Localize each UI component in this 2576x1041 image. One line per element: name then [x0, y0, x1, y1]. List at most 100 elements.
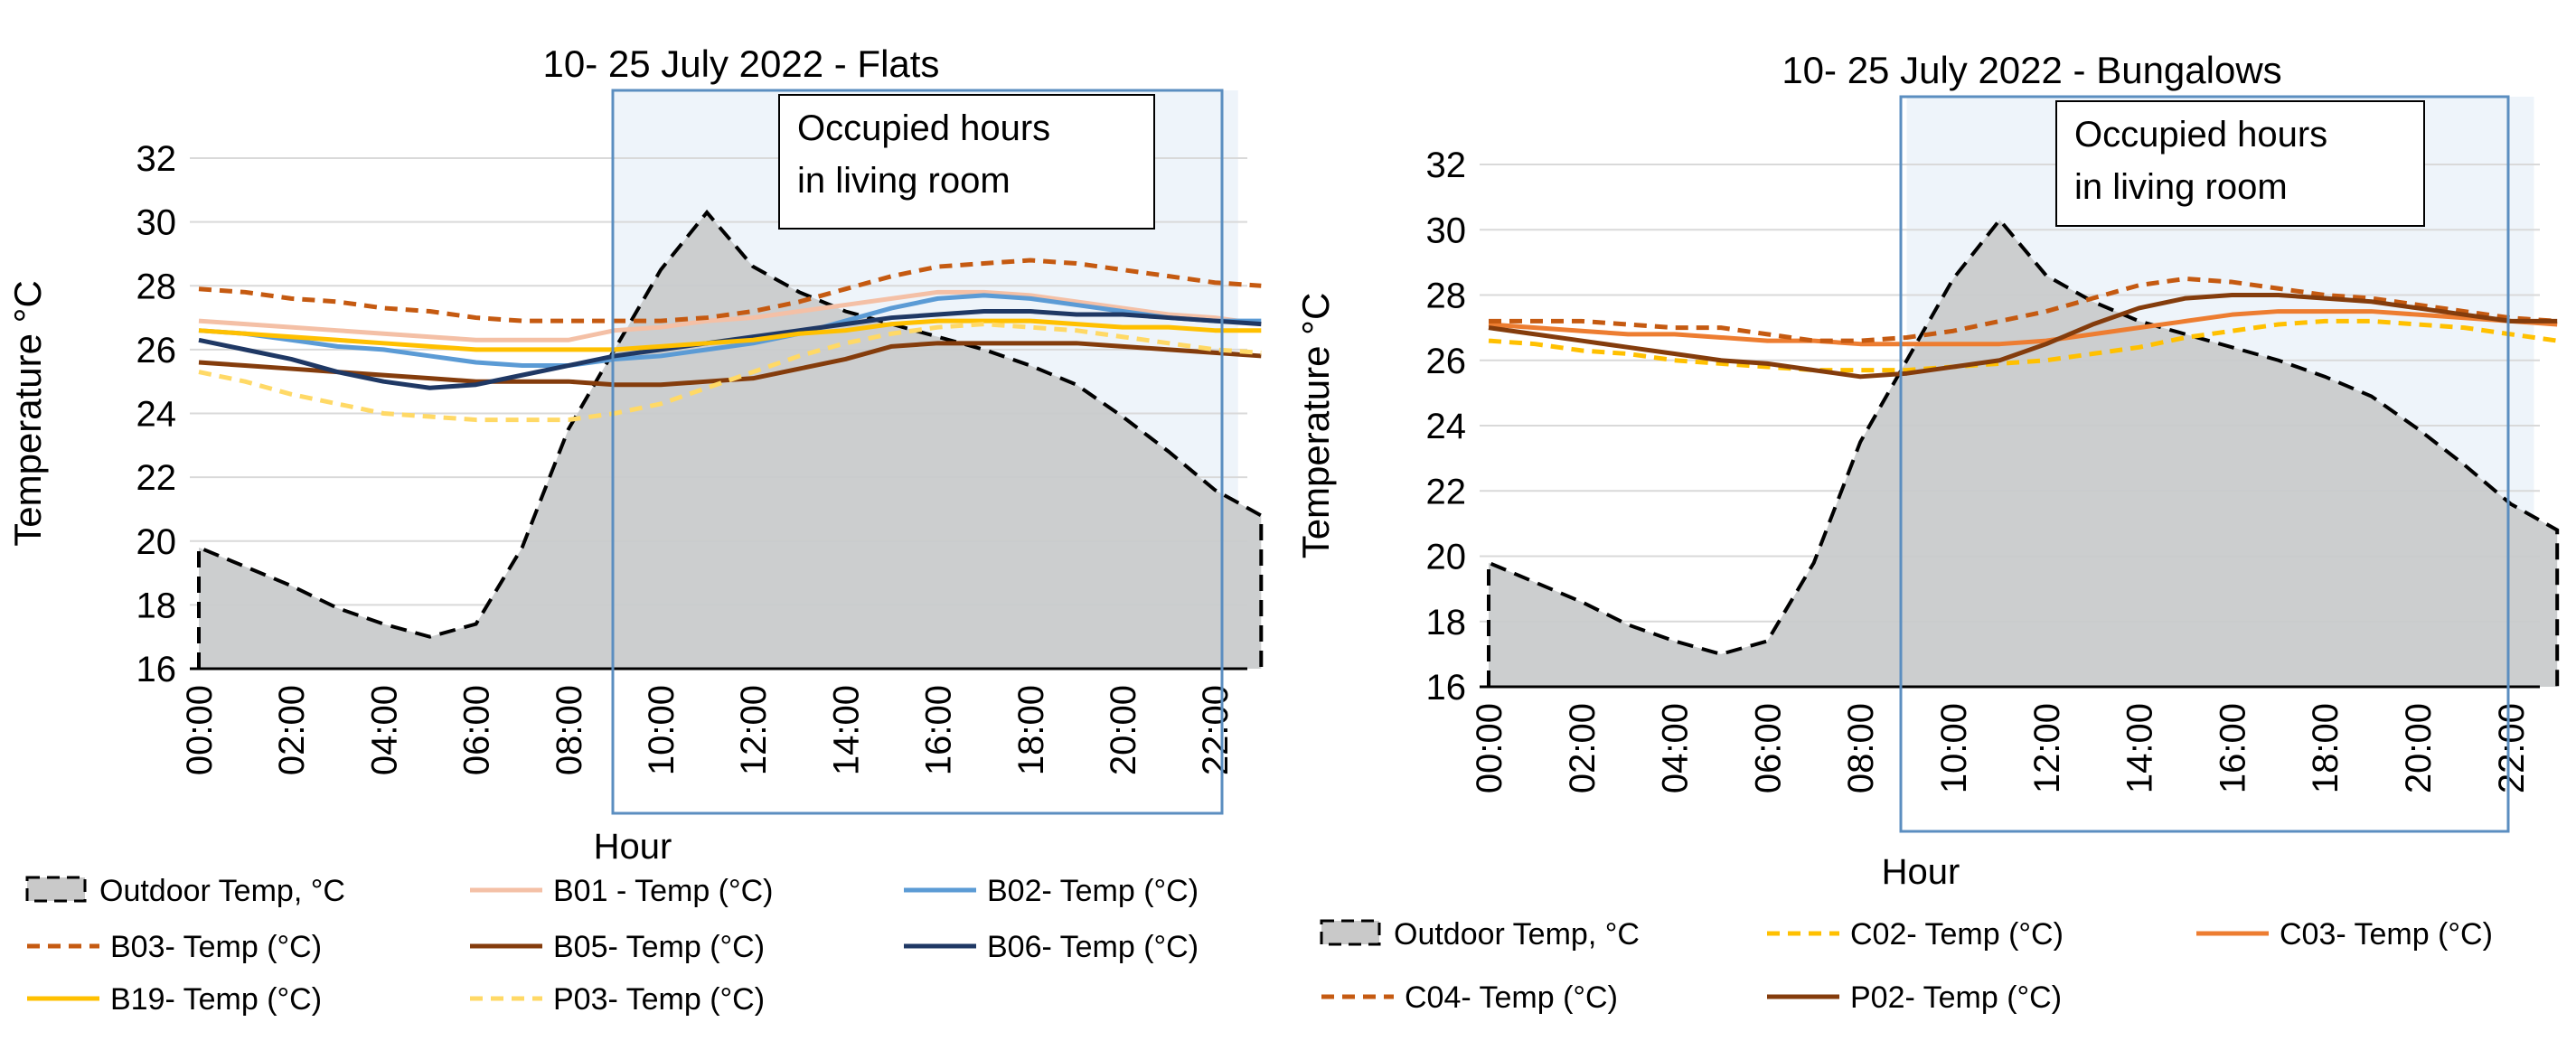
x-tick-label: 22:00	[2492, 703, 2532, 793]
y-tick-label: 28	[1426, 277, 1467, 316]
annotation-line1: Occupied hours	[797, 108, 1050, 148]
annotation-line2: in living room	[2074, 167, 2288, 207]
series-line-p03	[198, 322, 1262, 423]
legend: Outdoor Temp, °C C02- Temp (°C) C03- Temp …	[1320, 917, 2493, 1015]
chart-title: 10- 25 July 2022 - Bungalows	[1782, 49, 2281, 91]
series-line-b01	[198, 289, 1262, 342]
chart-bungalows: 16 18 20 22 24 26 28 30 32 00:00 02:00 04:00 06:00 08…	[1294, 49, 2560, 1015]
occupied-hours-frame	[1899, 95, 2510, 833]
x-tick-label: 16:00	[919, 685, 959, 775]
x-tick-label: 00:00	[180, 685, 220, 775]
legend-label: Outdoor Temp, °C	[99, 874, 345, 908]
outdoor-area	[1489, 220, 2558, 688]
y-tick-label: 32	[136, 139, 177, 179]
x-tick-label: 08:00	[550, 685, 589, 775]
y-tick-label: 28	[136, 267, 177, 306]
series-line-c02	[1488, 318, 2558, 373]
legend-label: Outdoor Temp, °C	[1394, 917, 1640, 952]
annotation-box	[778, 94, 1155, 230]
y-tick-label: 24	[136, 395, 177, 435]
x-axis-label: Hour	[1882, 852, 1960, 892]
y-tick-label: 22	[1426, 472, 1467, 511]
x-tick-label: 02:00	[272, 685, 312, 775]
legend-item: B19- Temp (°C)	[27, 982, 322, 1017]
legend-swatch-outdoor	[1320, 919, 1381, 946]
y-tick-label: 20	[136, 522, 177, 562]
legend-item: Outdoor Temp, °C	[25, 874, 345, 908]
y-tick-label: 30	[1426, 211, 1467, 250]
legend-item: C04- Temp (°C)	[1321, 980, 1618, 1015]
x-tick-label: 04:00	[364, 685, 404, 775]
occupied-hours-frame	[611, 89, 1224, 815]
x-tick-label: 12:00	[734, 685, 774, 775]
x-tick-label: 10:00	[642, 685, 682, 775]
y-tick-label: 26	[136, 331, 177, 370]
legend-label: B19- Temp (°C)	[110, 982, 322, 1017]
x-tick-label: 04:00	[1656, 703, 1696, 793]
x-tick-label: 14:00	[826, 685, 866, 775]
outdoor-line	[197, 209, 1264, 669]
x-tick-label: 18:00	[1011, 685, 1051, 775]
legend-label: C02- Temp (°C)	[1850, 917, 2064, 952]
outdoor-line	[1487, 217, 2560, 687]
x-tick-label: 18:00	[2306, 703, 2346, 793]
y-tick-label: 16	[136, 650, 177, 689]
x-tick-label: 08:00	[1841, 703, 1881, 793]
chart-title: 10- 25 July 2022 - Flats	[543, 42, 940, 85]
legend-label: C03- Temp (°C)	[2280, 917, 2493, 952]
legend-label: B01 - Temp (°C)	[553, 874, 773, 908]
x-axis-label: Hour	[594, 827, 672, 867]
annotation-box	[2055, 100, 2425, 227]
x-tick-label: 06:00	[1748, 703, 1788, 793]
legend-label: B02- Temp (°C)	[987, 874, 1199, 908]
series-line-b19	[198, 318, 1262, 352]
legend-item: B01 - Temp (°C)	[470, 874, 773, 908]
series-line-c03	[1488, 309, 2558, 347]
y-tick-label: 26	[1426, 342, 1467, 381]
y-axis-label: Temperature °C	[6, 280, 49, 547]
legend-label: B06- Temp (°C)	[987, 930, 1199, 964]
legend-item: C03- Temp (°C)	[2196, 917, 2493, 952]
series-line-p02	[1488, 293, 2558, 380]
legend-item: Outdoor Temp, °C	[1320, 917, 1640, 952]
legend-label: B05- Temp (°C)	[553, 930, 765, 964]
series-line-b02	[198, 293, 1262, 369]
series-line-c04	[1489, 276, 2558, 343]
legend-item: B02- Temp (°C)	[904, 874, 1199, 908]
legend-item: B03- Temp (°C)	[27, 930, 322, 964]
y-tick-label: 20	[1426, 538, 1467, 577]
legend-label: P03- Temp (°C)	[553, 982, 765, 1017]
outdoor-area	[199, 212, 1262, 669]
legend-label: C04- Temp (°C)	[1405, 980, 1618, 1015]
x-tick-label: 20:00	[1104, 685, 1143, 775]
annotation-line1: Occupied hours	[2074, 115, 2327, 155]
x-tick-label: 00:00	[1470, 703, 1509, 793]
x-tick-label: 06:00	[457, 685, 497, 775]
legend-item: B05- Temp (°C)	[470, 930, 765, 964]
x-tick-label: 22:00	[1196, 685, 1236, 775]
series-line-b03	[198, 258, 1262, 324]
legend-item: B06- Temp (°C)	[904, 930, 1199, 964]
y-tick-label: 18	[136, 586, 177, 625]
y-tick-label: 32	[1426, 145, 1467, 185]
legend-label: B03- Temp (°C)	[110, 930, 322, 964]
legend: Outdoor Temp, °C B01 - Temp (°C) B02- Temp…	[25, 874, 1199, 1017]
y-tick-label: 30	[136, 203, 177, 243]
annotation-line2: in living room	[797, 161, 1011, 201]
legend-label: P02- Temp (°C)	[1850, 980, 2062, 1015]
x-tick-label: 16:00	[2213, 703, 2252, 793]
x-tick-label: 02:00	[1563, 703, 1603, 793]
y-tick-label: 24	[1426, 407, 1467, 446]
x-tick-label: 20:00	[2399, 703, 2439, 793]
legend-item: P02- Temp (°C)	[1767, 980, 2062, 1015]
x-tick-label: 14:00	[2120, 703, 2160, 793]
y-tick-label: 22	[136, 458, 177, 498]
legend-item: P03- Temp (°C)	[470, 982, 765, 1017]
x-tick-label: 12:00	[2027, 703, 2067, 793]
legend-item: C02- Temp (°C)	[1767, 917, 2064, 952]
y-tick-label: 18	[1426, 603, 1467, 642]
y-tick-label: 16	[1426, 668, 1467, 708]
x-tick-label: 10:00	[1934, 703, 1974, 793]
chart-flats: 16 18 20 22 24 26 28 30 32 00:00 02:00 04:00 06:00 08…	[6, 42, 1264, 1017]
